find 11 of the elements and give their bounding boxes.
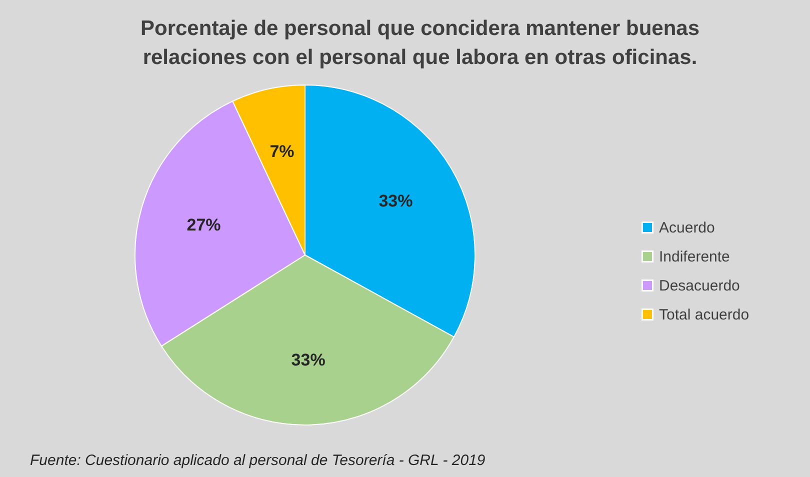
data-label: 33%	[378, 191, 413, 210]
data-label: 27%	[186, 216, 221, 235]
text: relaciones con el personal que labora en otras oficinas.	[142, 46, 698, 69]
legend-label: Total acuerdo	[659, 306, 750, 324]
data-label: 33%	[291, 350, 326, 370]
legend-label: Indiferente	[659, 248, 730, 266]
data-label: 7%	[270, 142, 294, 162]
source-note: Fuente: Cuestionario aplicado al personal de Tesorería - GRL - 2019	[30, 452, 486, 469]
legend-label: Desacuerdo	[659, 278, 740, 294]
text: Porcentaje de personal que concidera mantener buenas	[140, 17, 700, 40]
legend-label: Acuerdo	[659, 220, 715, 236]
